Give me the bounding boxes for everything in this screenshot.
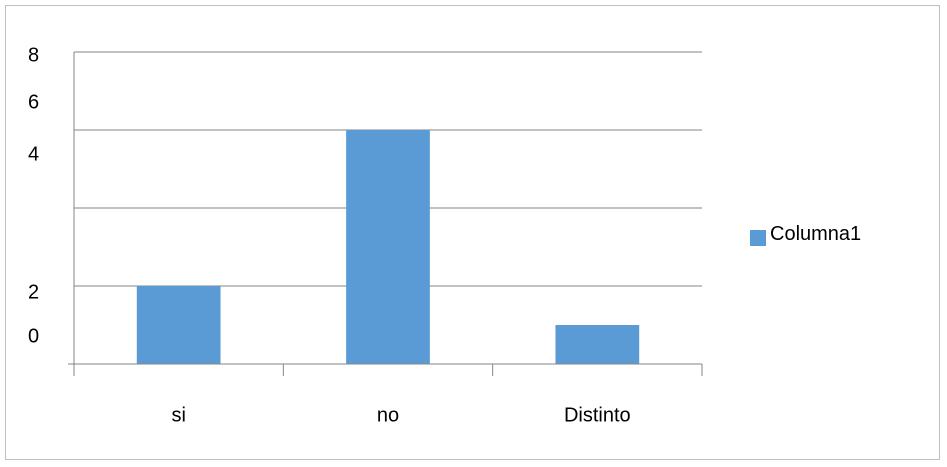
bar	[136, 286, 221, 364]
y-tick-label: 2	[28, 281, 39, 303]
bar	[346, 130, 430, 364]
x-tick-labels: si no Distinto	[171, 404, 630, 426]
y-tick-label: 8	[28, 44, 39, 66]
x-tick-label: si	[171, 404, 185, 426]
axes	[68, 52, 703, 376]
y-tick-labels: 8 6 4 2 0	[28, 44, 39, 347]
y-tick-label: 0	[28, 325, 39, 347]
bar	[555, 325, 640, 364]
bars	[136, 130, 640, 364]
chart-frame	[5, 5, 940, 460]
x-tick-label: no	[377, 404, 399, 426]
x-tick-label: Distinto	[564, 404, 631, 426]
y-tick-label: 6	[28, 91, 39, 113]
y-tick-label: 4	[28, 143, 39, 165]
legend-swatch	[750, 230, 766, 246]
legend-label: Columna1	[770, 222, 862, 245]
legend: Columna1	[750, 222, 861, 246]
